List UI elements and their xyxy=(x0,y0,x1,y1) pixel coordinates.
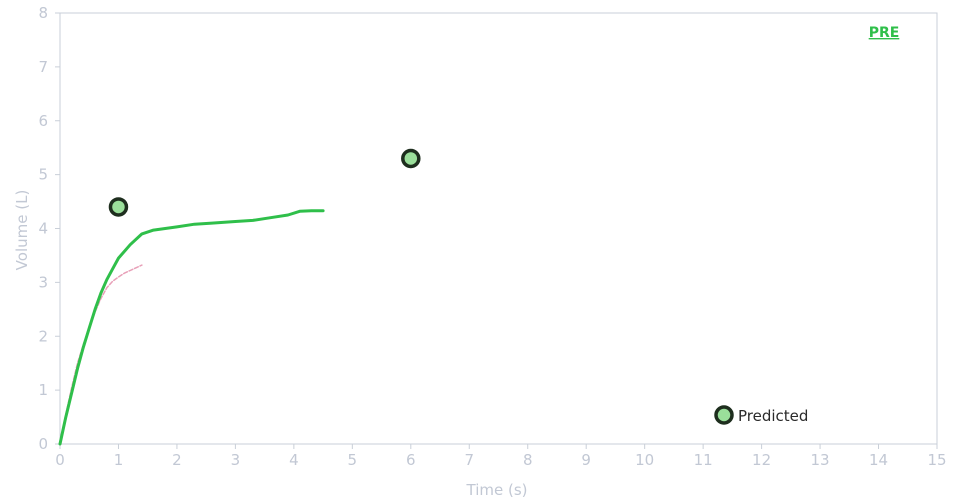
x-tick-label: 14 xyxy=(869,451,888,469)
y-tick-label: 7 xyxy=(38,58,48,76)
series-layer xyxy=(58,209,325,446)
x-tick-label: 3 xyxy=(231,451,241,469)
y-tick-label: 0 xyxy=(38,435,48,453)
x-tick-label: 13 xyxy=(811,451,830,469)
legend: Predicted xyxy=(714,405,808,425)
pre-badge: PRE xyxy=(869,25,900,41)
predicted-markers xyxy=(108,148,421,217)
predicted-point xyxy=(401,148,421,169)
x-tick-label: 5 xyxy=(348,451,358,469)
y-axis-ticks: 0 1 2 3 4 5 6 7 8 xyxy=(38,4,60,453)
y-tick-label: 8 xyxy=(38,4,48,22)
x-tick-label: 4 xyxy=(289,451,299,469)
x-tick-label: 0 xyxy=(55,451,65,469)
x-tick-label: 6 xyxy=(406,451,416,469)
legend-label: Predicted xyxy=(738,407,808,425)
x-axis-title: Time (s) xyxy=(466,481,528,499)
x-tick-label: 15 xyxy=(927,451,946,469)
y-tick-label: 1 xyxy=(38,381,48,399)
y-tick-label: 6 xyxy=(38,112,48,130)
y-tick-label: 4 xyxy=(38,220,48,238)
x-tick-label: 1 xyxy=(114,451,124,469)
y-tick-label: 2 xyxy=(38,327,48,345)
y-tick-label: 3 xyxy=(38,273,48,291)
x-tick-label: 9 xyxy=(581,451,591,469)
y-tick-label: 5 xyxy=(38,166,48,184)
legend-marker-icon xyxy=(714,405,734,425)
x-tick-label: 8 xyxy=(523,451,533,469)
x-tick-label: 11 xyxy=(694,451,713,469)
series-line-1 xyxy=(58,209,325,446)
y-axis-title: Volume (L) xyxy=(13,190,31,271)
x-tick-label: 12 xyxy=(752,451,771,469)
x-tick-label: 2 xyxy=(172,451,182,469)
x-tick-label: 10 xyxy=(635,451,654,469)
predicted-point xyxy=(108,197,129,217)
x-axis-ticks: 0 1 2 3 4 5 6 7 8 9 10 11 12 13 14 15 xyxy=(55,444,947,469)
x-tick-label: 7 xyxy=(464,451,474,469)
